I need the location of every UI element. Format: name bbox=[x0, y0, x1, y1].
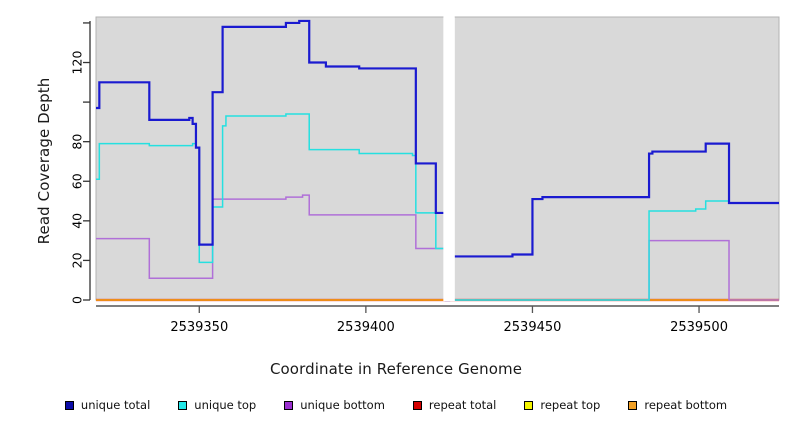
legend-swatch-icon bbox=[284, 400, 294, 410]
legend-item-unique-bottom[interactable]: unique bottom bbox=[284, 398, 385, 412]
legend-swatch-icon bbox=[178, 400, 188, 410]
legend-item-repeat-top[interactable]: repeat top bbox=[524, 398, 600, 412]
legend-swatch-icon bbox=[524, 400, 534, 410]
x-axis-tick-label: 2539500 bbox=[670, 320, 728, 335]
legend-item-unique-top[interactable]: unique top bbox=[178, 398, 256, 412]
legend-swatch-icon bbox=[412, 400, 422, 410]
y-axis-tick-label: 120 bbox=[70, 51, 85, 75]
legend-item-repeat-total[interactable]: repeat total bbox=[412, 398, 497, 412]
legend-swatch-icon bbox=[64, 400, 74, 410]
y-axis-tick-label: 80 bbox=[70, 134, 85, 150]
x-axis-tick-label: 2539350 bbox=[170, 320, 228, 335]
x-axis-title: Coordinate in Reference Genome bbox=[269, 360, 523, 378]
series-line-unique-total bbox=[96, 19, 779, 302]
chart-legend: unique total unique top unique bottom repea… bbox=[0, 398, 792, 412]
panel-gap bbox=[443, 12, 455, 301]
x-axis-tick-label: 2539450 bbox=[504, 320, 562, 335]
legend-label: unique top bbox=[194, 398, 257, 412]
series-line-unique-top bbox=[96, 113, 779, 301]
legend-item-repeat-bottom[interactable]: repeat bottom bbox=[628, 398, 727, 412]
y-axis-title: Read Coverage Depth bbox=[35, 77, 53, 245]
y-axis-tick-label: 0 bbox=[70, 296, 85, 304]
legend-label: repeat top bbox=[540, 398, 601, 412]
legend-label: repeat bottom bbox=[644, 398, 728, 412]
legend-label: unique total bbox=[80, 398, 151, 412]
y-axis-tick-label: 40 bbox=[70, 213, 85, 229]
legend-label: repeat total bbox=[428, 398, 497, 412]
legend-label: unique bottom bbox=[300, 398, 385, 412]
y-axis-tick-label: 20 bbox=[70, 252, 85, 268]
x-axis-tick-label: 2539400 bbox=[337, 320, 395, 335]
legend-item-unique-total[interactable]: unique total bbox=[64, 398, 151, 412]
legend-swatch-icon bbox=[628, 400, 638, 410]
plot-background bbox=[95, 16, 780, 301]
y-axis-tick-label: 60 bbox=[70, 173, 85, 189]
